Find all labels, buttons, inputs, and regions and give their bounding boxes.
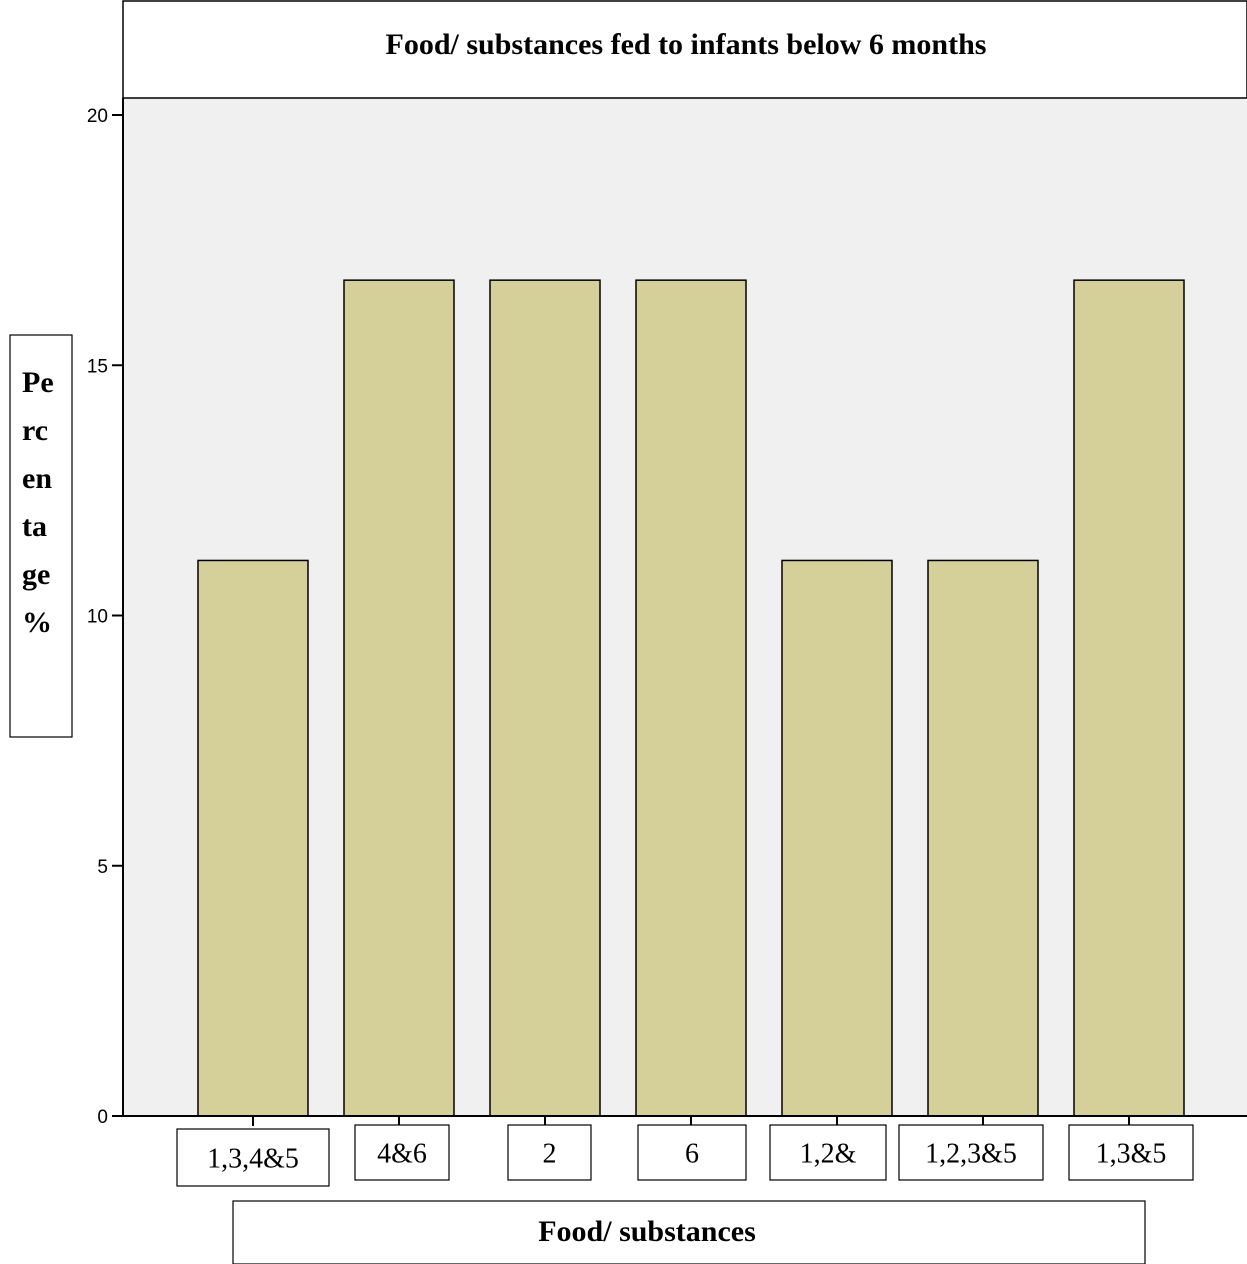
y-tick-label: 20 xyxy=(87,106,108,127)
bar xyxy=(343,279,455,1117)
x-axis-label: Food/ substances xyxy=(538,1215,756,1248)
y-tick-label: 15 xyxy=(87,356,108,377)
bar xyxy=(1073,279,1185,1117)
category-label-box xyxy=(1068,1124,1194,1181)
category-label: 1,2,3&5 xyxy=(925,1139,1017,1170)
y-axis-label-line: ge xyxy=(22,558,50,591)
y-tick-label: 5 xyxy=(97,857,108,878)
bar xyxy=(635,279,747,1117)
bar xyxy=(781,559,893,1117)
y-axis-label-line: Pe xyxy=(22,366,54,399)
category-label: 4&6 xyxy=(377,1139,427,1170)
y-tick-label: 10 xyxy=(87,607,108,628)
category-label-box xyxy=(176,1128,330,1187)
category-label: 1,3&5 xyxy=(1096,1139,1167,1170)
y-tick-label: 0 xyxy=(97,1107,108,1128)
category-label-box xyxy=(898,1124,1044,1181)
x-axis-label-box xyxy=(232,1200,1146,1264)
y-axis-label-box xyxy=(9,334,73,738)
category-label: 1,2& xyxy=(800,1139,857,1170)
y-axis-label-line: % xyxy=(22,606,52,639)
bar xyxy=(489,279,601,1117)
category-label: 2 xyxy=(543,1139,557,1170)
y-axis-label-line: rc xyxy=(22,414,48,447)
category-label-box xyxy=(637,1124,747,1181)
title-box xyxy=(122,0,1247,99)
bar xyxy=(197,559,309,1117)
category-label-box xyxy=(769,1124,887,1181)
y-axis-label-line: en xyxy=(22,462,52,495)
category-label-box xyxy=(507,1124,592,1181)
bar xyxy=(927,559,1039,1117)
chart-title: Food/ substances fed to infants below 6 … xyxy=(386,28,987,61)
category-label: 6 xyxy=(685,1139,699,1170)
category-label-box xyxy=(354,1124,450,1181)
y-axis-label-line: ta xyxy=(22,510,47,543)
category-label: 1,3,4&5 xyxy=(207,1144,299,1175)
